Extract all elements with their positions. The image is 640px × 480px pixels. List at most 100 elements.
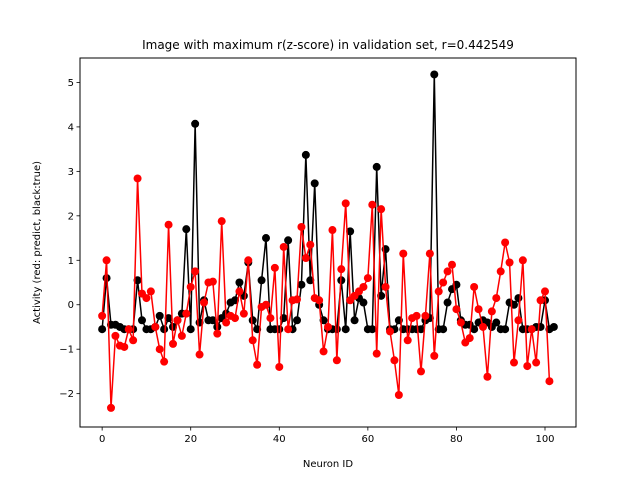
- data-point-true: [164, 314, 173, 323]
- data-point-true: [341, 325, 350, 334]
- data-point-true: [182, 225, 191, 234]
- data-point-predict: [496, 267, 505, 276]
- y-tick-label: 5: [68, 78, 74, 89]
- data-point-predict: [248, 336, 257, 345]
- data-point-predict: [456, 318, 465, 327]
- data-point-predict: [133, 174, 142, 183]
- data-point-true: [350, 316, 359, 325]
- data-point-predict: [270, 263, 279, 272]
- data-point-predict: [244, 256, 253, 265]
- x-tick-label: 100: [535, 434, 554, 445]
- data-point-predict: [434, 287, 443, 296]
- data-point-predict: [102, 256, 111, 265]
- y-tick-label: −1: [59, 345, 74, 356]
- data-point-predict: [541, 287, 549, 296]
- data-point-predict: [394, 390, 403, 399]
- data-point-predict: [169, 339, 177, 348]
- data-point-true: [98, 325, 107, 334]
- data-point-predict: [523, 362, 532, 371]
- y-tick-label: −2: [59, 389, 74, 400]
- data-point-predict: [319, 347, 328, 356]
- data-point-true: [417, 325, 425, 334]
- data-point-predict: [425, 249, 434, 258]
- data-point-predict: [479, 322, 487, 331]
- data-point-true: [297, 280, 306, 289]
- x-tick-label: 60: [361, 434, 374, 445]
- data-point-true: [492, 318, 501, 327]
- data-point-predict: [297, 222, 306, 231]
- y-axis: −2 −1 0 1 2 3 4 5: [59, 78, 80, 400]
- data-point-true: [301, 150, 310, 159]
- data-point-true: [293, 316, 301, 325]
- y-tick-label: 0: [68, 300, 74, 311]
- data-point-predict: [439, 278, 448, 287]
- data-point-predict: [98, 311, 107, 320]
- data-point-predict: [363, 274, 372, 283]
- x-tick-label: 0: [99, 434, 105, 445]
- data-point-predict: [111, 331, 120, 340]
- data-point-true: [191, 119, 200, 128]
- data-point-true: [186, 325, 195, 334]
- data-point-predict: [222, 318, 231, 327]
- data-point-predict: [492, 294, 501, 303]
- data-point-predict: [403, 336, 412, 345]
- data-point-predict: [182, 309, 191, 318]
- data-point-predict: [195, 350, 204, 359]
- data-point-predict: [337, 265, 346, 274]
- data-point-predict: [142, 294, 151, 303]
- data-point-true: [310, 179, 319, 188]
- data-point-true: [443, 298, 452, 307]
- data-point-predict: [514, 316, 523, 325]
- y-tick-label: 4: [68, 122, 74, 133]
- data-point-predict: [266, 314, 275, 323]
- y-tick-label: 3: [68, 167, 74, 178]
- data-point-predict: [186, 282, 195, 291]
- data-point-predict: [315, 296, 324, 305]
- data-point-true: [514, 294, 523, 303]
- data-point-predict: [284, 325, 293, 334]
- data-point-predict: [443, 267, 452, 276]
- data-point-true: [257, 276, 266, 285]
- data-point-predict: [275, 362, 284, 371]
- data-point-predict: [430, 351, 439, 360]
- data-point-true: [368, 325, 377, 334]
- data-point-predict: [483, 372, 492, 381]
- data-point-predict: [487, 307, 496, 316]
- data-point-predict: [279, 242, 288, 251]
- data-point-predict: [235, 287, 244, 296]
- data-point-predict: [208, 277, 217, 286]
- data-point-true: [208, 316, 217, 325]
- data-point-predict: [124, 325, 133, 334]
- x-tick-label: 80: [450, 434, 463, 445]
- data-point-predict: [510, 358, 518, 367]
- data-point-true: [155, 311, 164, 320]
- data-point-predict: [390, 356, 399, 365]
- data-point-predict: [239, 309, 248, 318]
- data-point-predict: [293, 295, 301, 304]
- data-point-predict: [448, 260, 456, 269]
- data-point-true: [470, 325, 479, 334]
- data-point-predict: [146, 287, 155, 296]
- data-point-predict: [200, 298, 208, 307]
- data-point-predict: [107, 403, 115, 412]
- x-tick-label: 20: [184, 434, 197, 445]
- data-point-predict: [372, 349, 381, 358]
- series-line-true: [101, 73, 555, 330]
- y-tick-label: 1: [68, 256, 74, 267]
- data-point-predict: [399, 249, 408, 258]
- data-point-predict: [164, 220, 173, 229]
- data-point-predict: [518, 256, 527, 265]
- data-point-predict: [386, 327, 394, 336]
- data-point-true: [248, 316, 257, 325]
- data-point-true: [501, 325, 510, 334]
- data-point-true: [346, 227, 355, 236]
- data-point-predict: [359, 282, 368, 291]
- data-point-predict: [151, 322, 160, 331]
- series-layer: [98, 70, 558, 412]
- data-point-predict: [452, 305, 461, 314]
- data-point-predict: [120, 342, 129, 351]
- data-point-true: [359, 298, 368, 307]
- data-point-predict: [474, 305, 483, 314]
- data-point-predict: [381, 282, 390, 291]
- data-point-predict: [213, 329, 222, 338]
